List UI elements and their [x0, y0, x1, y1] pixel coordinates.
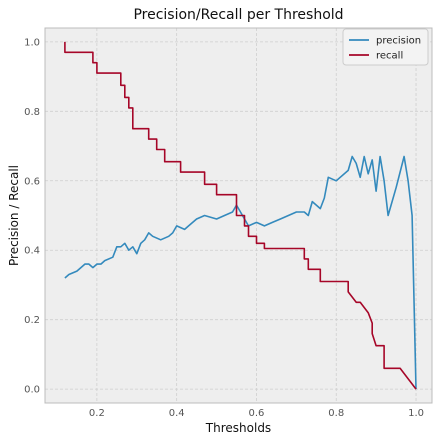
legend-box — [342, 28, 429, 66]
y-tick-label: 0.8 — [24, 107, 40, 118]
chart-title: Precision/Recall per Threshold — [133, 7, 343, 23]
series-line-recall — [64, 41, 417, 390]
x-axis-label: Thresholds — [205, 421, 271, 435]
x-tick-label: 0.2 — [89, 408, 105, 419]
series-lines — [64, 41, 417, 390]
tick-labels: 0.2 0.4 0.6 0.8 1.0 0.0 0.2 0.4 0.6 0.8 1.0 — [24, 37, 424, 419]
plot-frame — [44, 27, 433, 404]
x-tick-label: 1.0 — [408, 408, 424, 419]
y-tick-label: 0.6 — [24, 176, 40, 187]
y-tick-label: 1.0 — [24, 37, 40, 48]
y-tick-label: 0.4 — [24, 246, 40, 257]
y-axis-label: Precision / Recall — [7, 165, 21, 266]
y-tick-label: 0.0 — [24, 385, 40, 396]
x-tick-label: 0.8 — [328, 408, 344, 419]
x-tick-label: 0.4 — [169, 408, 185, 419]
y-tick-label: 0.2 — [24, 315, 40, 326]
x-tick-label: 0.6 — [249, 408, 265, 419]
legend-label-recall: recall — [376, 51, 403, 62]
legend-label-precision: precision — [376, 36, 421, 47]
legend: precision recall — [342, 28, 429, 66]
